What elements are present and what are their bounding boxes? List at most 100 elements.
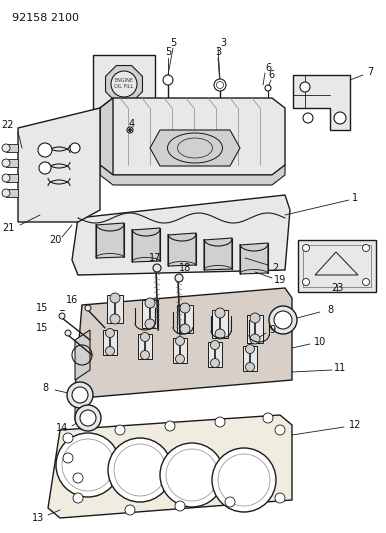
Polygon shape — [142, 300, 158, 328]
Polygon shape — [6, 174, 18, 182]
Circle shape — [63, 453, 73, 463]
Circle shape — [110, 293, 120, 303]
Bar — [298, 240, 376, 292]
Circle shape — [73, 473, 83, 483]
Circle shape — [2, 174, 10, 182]
Polygon shape — [6, 189, 18, 197]
Text: 15: 15 — [36, 303, 48, 313]
Text: ENGINE: ENGINE — [115, 78, 134, 84]
Text: 14: 14 — [56, 423, 68, 433]
Circle shape — [362, 245, 369, 252]
Polygon shape — [105, 66, 142, 102]
Circle shape — [250, 313, 260, 323]
Circle shape — [153, 264, 161, 272]
Polygon shape — [243, 346, 257, 371]
Text: 15: 15 — [36, 323, 48, 333]
Circle shape — [275, 425, 285, 435]
Polygon shape — [100, 165, 285, 185]
Polygon shape — [103, 330, 117, 355]
Text: 20: 20 — [49, 235, 61, 245]
Circle shape — [141, 333, 149, 342]
Circle shape — [245, 362, 254, 372]
Circle shape — [39, 162, 51, 174]
Text: 18: 18 — [179, 263, 191, 273]
Circle shape — [303, 279, 310, 286]
Circle shape — [265, 85, 271, 91]
Circle shape — [263, 413, 273, 423]
Circle shape — [215, 417, 225, 427]
Polygon shape — [18, 108, 100, 222]
Polygon shape — [48, 415, 292, 518]
Circle shape — [65, 330, 71, 336]
Text: 22: 22 — [2, 120, 14, 130]
Text: 1: 1 — [352, 193, 358, 203]
Polygon shape — [132, 228, 160, 262]
Circle shape — [73, 493, 83, 503]
Text: 3: 3 — [220, 38, 226, 48]
Text: 12: 12 — [349, 420, 361, 430]
Text: 5: 5 — [170, 38, 176, 48]
Circle shape — [180, 324, 190, 334]
Circle shape — [67, 382, 93, 408]
Circle shape — [215, 329, 225, 339]
Circle shape — [210, 341, 220, 350]
Text: 92158 2100: 92158 2100 — [12, 13, 79, 23]
Circle shape — [163, 75, 173, 85]
Text: 11: 11 — [334, 363, 346, 373]
Circle shape — [176, 354, 185, 364]
Polygon shape — [100, 98, 285, 175]
Circle shape — [303, 245, 310, 252]
Circle shape — [165, 421, 175, 431]
Circle shape — [56, 433, 120, 497]
Circle shape — [300, 82, 310, 92]
Circle shape — [175, 274, 183, 282]
Text: 3: 3 — [215, 47, 221, 57]
Circle shape — [63, 433, 73, 443]
Text: 19: 19 — [274, 275, 286, 285]
Circle shape — [108, 438, 172, 502]
Polygon shape — [177, 305, 193, 333]
Circle shape — [269, 306, 297, 334]
Text: 8: 8 — [42, 383, 48, 393]
Circle shape — [105, 328, 115, 337]
Text: 23: 23 — [331, 283, 343, 293]
Polygon shape — [96, 223, 124, 258]
Circle shape — [2, 189, 10, 197]
Polygon shape — [75, 330, 90, 380]
Circle shape — [38, 143, 52, 157]
Circle shape — [214, 79, 226, 91]
Circle shape — [105, 346, 115, 356]
Polygon shape — [6, 159, 18, 167]
Text: 4: 4 — [129, 119, 135, 129]
Circle shape — [180, 303, 190, 313]
Polygon shape — [208, 342, 222, 367]
Text: 16: 16 — [66, 295, 78, 305]
Circle shape — [141, 351, 149, 359]
Circle shape — [245, 344, 254, 353]
Circle shape — [129, 128, 132, 132]
Polygon shape — [6, 144, 18, 152]
Text: 6: 6 — [268, 70, 274, 80]
Text: 6: 6 — [265, 63, 271, 73]
Circle shape — [303, 113, 313, 123]
Circle shape — [2, 144, 10, 152]
Text: OIL FILL: OIL FILL — [114, 85, 134, 90]
Polygon shape — [293, 75, 350, 130]
Circle shape — [250, 334, 260, 344]
Circle shape — [160, 443, 224, 507]
Polygon shape — [150, 130, 240, 166]
Circle shape — [334, 112, 346, 124]
Circle shape — [176, 336, 185, 345]
Circle shape — [274, 311, 292, 329]
Polygon shape — [100, 98, 113, 175]
Text: 10: 10 — [314, 337, 326, 347]
Text: 9: 9 — [269, 325, 275, 335]
Polygon shape — [173, 338, 187, 363]
Polygon shape — [72, 195, 290, 275]
Circle shape — [275, 493, 285, 503]
Circle shape — [115, 425, 125, 435]
Text: 21: 21 — [2, 223, 14, 233]
Bar — [303, 245, 371, 287]
Circle shape — [125, 505, 135, 515]
Circle shape — [70, 143, 80, 153]
